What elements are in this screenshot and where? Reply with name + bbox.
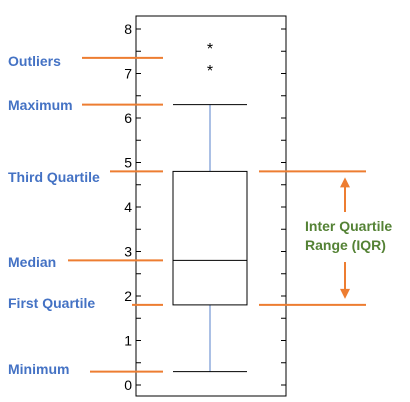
y-tick-label: 7 [124, 66, 132, 82]
outlier-point: * [207, 41, 213, 58]
outlier-markers: ** [207, 41, 213, 80]
outlier-point: * [207, 63, 213, 80]
right-axis-ticks [281, 28, 286, 386]
iqr-box [172, 170, 248, 306]
third-quartile-label: Third Quartile [8, 169, 100, 185]
y-tick-label: 4 [124, 199, 132, 215]
iqr-label-line1: Inter Quartile [305, 218, 392, 234]
y-axis-ticks [136, 28, 141, 386]
y-tick-label: 0 [124, 377, 132, 393]
first-quartile-label: First Quartile [8, 295, 95, 311]
minimum-label: Minimum [8, 361, 69, 377]
y-tick-label: 1 [124, 333, 132, 349]
iqr-arrowhead-down [340, 288, 350, 299]
median-label: Median [8, 254, 56, 270]
y-tick-label: 8 [124, 21, 132, 37]
y-tick-label: 2 [124, 288, 132, 304]
iqr-arrowhead-up [340, 177, 350, 188]
y-tick-label: 5 [124, 155, 132, 171]
y-tick-label: 6 [124, 110, 132, 126]
iqr-label-line2: Range (IQR) [305, 237, 386, 253]
outliers-label: Outliers [8, 53, 61, 69]
maximum-label: Maximum [8, 97, 73, 113]
y-axis-tick-labels: 0 1 2 3 4 5 6 7 8 [124, 21, 132, 393]
y-tick-label: 3 [124, 244, 132, 260]
plot-frame [135, 15, 287, 397]
